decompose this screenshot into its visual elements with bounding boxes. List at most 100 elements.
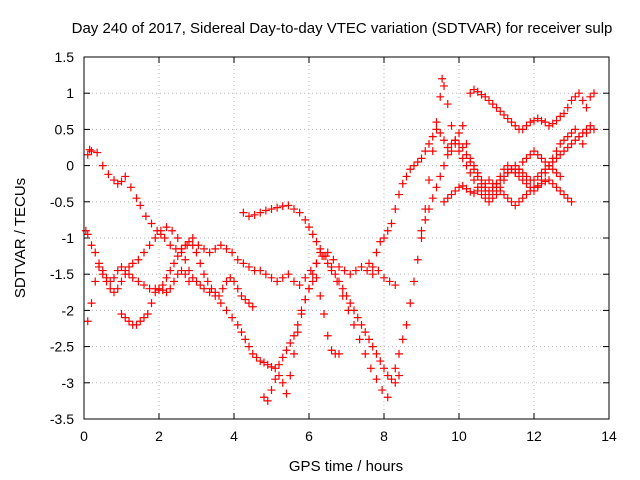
data-point: [239, 259, 248, 268]
data-point: [278, 353, 287, 362]
data-point: [87, 147, 96, 156]
data-point: [295, 208, 304, 217]
data-point: [260, 393, 268, 402]
data-point: [95, 262, 103, 271]
data-point: [312, 259, 321, 268]
data-point: [488, 100, 497, 109]
data-point: [327, 266, 336, 275]
data-point: [162, 288, 171, 297]
x-tick-label: 0: [80, 428, 88, 444]
data-point: [166, 266, 175, 275]
data-point: [492, 103, 501, 112]
data-point: [511, 201, 520, 210]
y-tick-label: -0.5: [50, 194, 74, 210]
data-point: [537, 179, 546, 188]
data-point: [353, 313, 362, 322]
data-point: [563, 143, 572, 152]
data-point: [320, 310, 328, 319]
data-point: [385, 277, 394, 286]
data-point: [158, 286, 167, 295]
data-point: [552, 183, 561, 192]
data-point: [380, 234, 388, 242]
data-point: [398, 335, 407, 344]
series-arc-6: [260, 273, 343, 405]
data-point: [485, 96, 493, 105]
data-point: [248, 349, 257, 358]
data-point: [473, 186, 482, 195]
data-point: [428, 132, 437, 141]
data-point: [522, 121, 531, 130]
data-point: [586, 92, 595, 101]
y-tick-label: 1.5: [55, 49, 75, 65]
data-point: [571, 125, 580, 134]
data-point: [368, 270, 377, 279]
data-point: [295, 281, 304, 290]
data-point: [256, 357, 265, 366]
data-point: [273, 277, 282, 286]
data-point: [361, 349, 370, 358]
data-point: [329, 255, 338, 264]
y-tick-label: 0: [66, 158, 74, 174]
data-point: [477, 179, 486, 188]
y-tick-label: -3: [62, 375, 75, 391]
data-point: [548, 179, 557, 188]
data-point: [522, 179, 531, 188]
data-point: [443, 150, 452, 159]
data-point: [417, 226, 426, 235]
data-point: [113, 179, 122, 188]
data-point: [282, 346, 291, 355]
data-point: [245, 212, 253, 221]
data-point: [556, 150, 565, 159]
data-point: [327, 346, 336, 355]
data-point: [417, 234, 426, 242]
data-point: [145, 241, 154, 250]
data-point: [567, 96, 576, 105]
data-point: [548, 165, 557, 174]
data-point: [447, 147, 456, 156]
data-point: [590, 89, 598, 98]
data-point: [466, 157, 475, 166]
data-point: [503, 161, 512, 170]
data-point: [340, 266, 349, 275]
data-point: [128, 259, 137, 268]
data-point: [432, 183, 441, 192]
data-point: [256, 266, 265, 275]
tick-layer: 0 2 4 6 8 10 12 14 -3.5 -3 -2.5 -2 -1.5 -1 -0.5 0 0.5 1 1.…: [50, 49, 617, 444]
data-point: [578, 96, 587, 105]
data-point: [177, 266, 186, 275]
data-point: [147, 299, 156, 308]
data-point: [205, 248, 214, 257]
data-point: [162, 273, 171, 282]
data-point: [533, 150, 542, 159]
data-point: [552, 168, 561, 177]
data-point: [200, 270, 208, 279]
data-point: [481, 186, 490, 195]
data-point: [136, 317, 145, 326]
data-point: [571, 136, 580, 145]
data-point: [586, 121, 595, 130]
data-point: [293, 320, 302, 329]
data-point: [141, 212, 150, 221]
data-point: [383, 226, 392, 235]
data-point: [530, 183, 538, 192]
data-point: [350, 320, 358, 329]
data-point: [511, 168, 520, 177]
data-point: [582, 103, 591, 112]
data-point: [466, 187, 475, 196]
series-arc-7: [365, 121, 595, 271]
data-point: [537, 154, 546, 163]
data-point: [121, 266, 130, 275]
x-tick-label: 2: [155, 428, 163, 444]
x-tick-label: 4: [230, 428, 238, 444]
data-point: [305, 284, 313, 293]
data-point: [106, 284, 115, 293]
data-point: [271, 375, 280, 384]
data-point: [173, 252, 182, 261]
data-point: [81, 226, 90, 235]
data-point: [207, 284, 216, 293]
data-point: [500, 190, 508, 199]
data-point: [222, 306, 231, 315]
data-point: [421, 147, 430, 156]
data-point: [188, 234, 197, 242]
data-point: [432, 118, 441, 127]
